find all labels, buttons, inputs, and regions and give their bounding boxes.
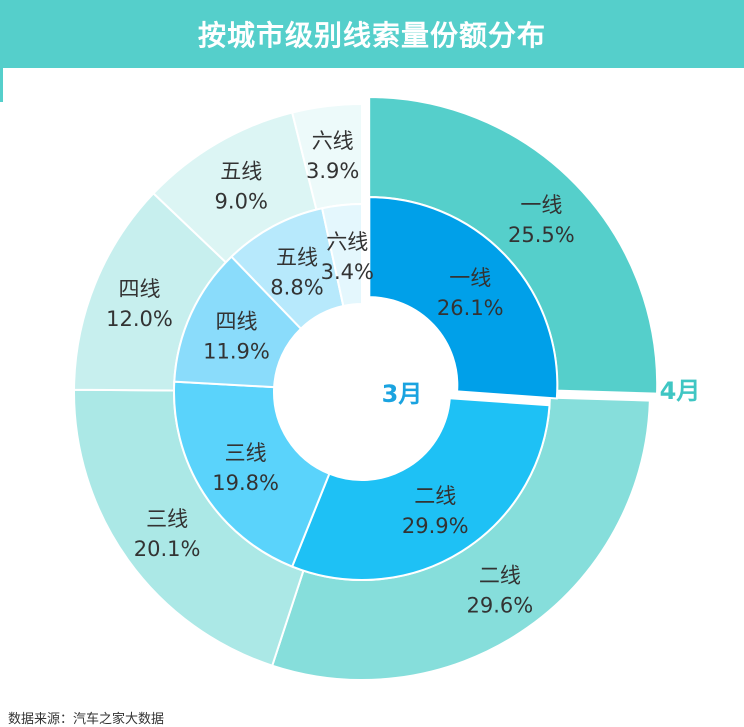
slice-inner-6 [320, 202, 363, 308]
slice-inner-2-category: 二线 [414, 484, 456, 508]
slice-inner-1-category: 一线 [449, 266, 491, 290]
slice-outer-3-category: 三线 [146, 507, 188, 531]
slice-outer-4-value: 12.0% [106, 307, 173, 331]
slice-outer-2-value: 29.6% [467, 593, 534, 617]
slice-outer-4-category: 四线 [119, 277, 161, 301]
slice-outer-1-value: 25.5% [508, 223, 575, 247]
slice-outer-3-value: 20.1% [134, 537, 201, 561]
slice-outer-1-category: 一线 [520, 193, 562, 217]
slice-inner-6-category: 六线 [326, 230, 368, 254]
donut-hole [275, 305, 449, 479]
slice-inner-4-value: 11.9% [203, 340, 270, 364]
series-label-outer: 4月 [660, 377, 701, 405]
slice-outer-5-category: 五线 [220, 160, 262, 184]
slice-inner-3-category: 三线 [225, 441, 267, 465]
slice-inner-2 [290, 397, 551, 581]
slice-inner-4-category: 四线 [216, 310, 258, 334]
slice-inner-5-category: 五线 [276, 245, 318, 269]
chart-title: 按城市级别线索量份额分布 [197, 19, 546, 52]
slice-inner-3 [173, 380, 331, 568]
series-label-inner: 3月 [382, 380, 423, 408]
ring-outer: 一线 25.5% 二线 29.6% 三线 20.1% 四线 12.0% 五线 9.0% 六线 3.9% [73, 96, 659, 681]
slice-outer-5-value: 9.0% [215, 190, 268, 214]
slice-inner-1-value: 26.1% [437, 296, 504, 320]
slice-outer-6-category: 六线 [312, 129, 354, 153]
slice-outer-2-category: 二线 [479, 563, 521, 587]
title-bar: 按城市级别线索量份额分布 [0, 0, 744, 68]
source-note: 数据来源：汽车之家大数据 [8, 712, 165, 727]
title-accent-bar [0, 68, 3, 102]
slice-inner-2-value: 29.9% [402, 514, 469, 538]
slice-outer-6-value: 3.9% [306, 159, 359, 183]
slice-inner-1 [368, 196, 559, 400]
slice-inner-3-value: 19.8% [212, 471, 279, 495]
slice-inner-6-value: 3.4% [321, 260, 374, 284]
ring-inner: 一线 26.1% 二线 29.9% 三线 19.8% 四线 11.9% 五线 8.8%六线 3.4% [173, 196, 559, 581]
slice-inner-5-value: 8.8% [270, 275, 323, 299]
